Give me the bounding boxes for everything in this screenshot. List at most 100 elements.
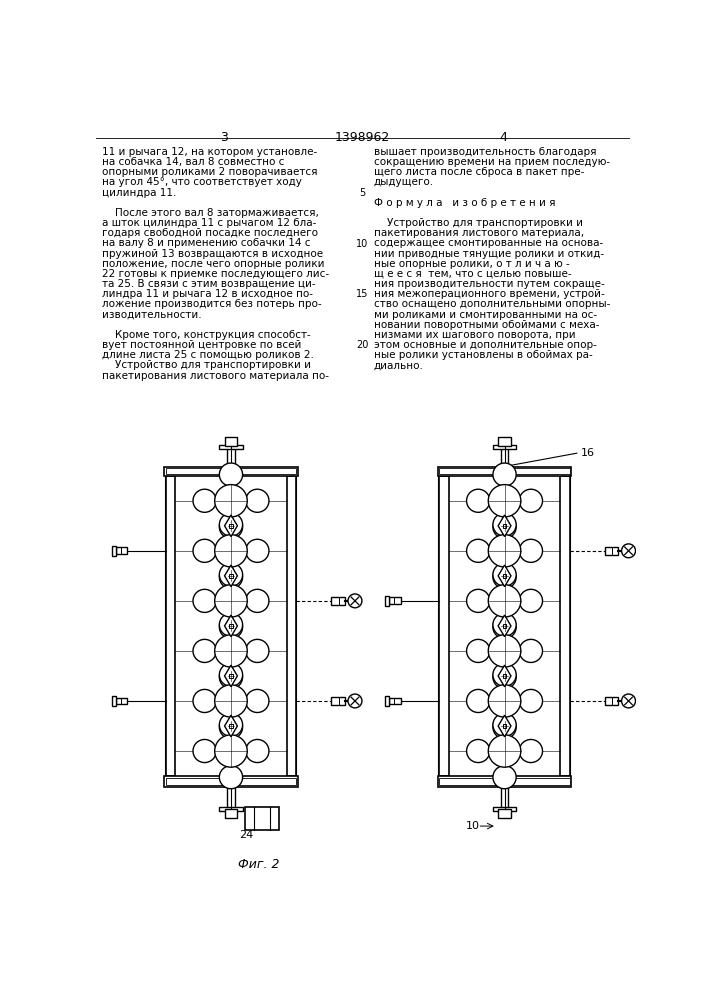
- Circle shape: [215, 735, 247, 767]
- Circle shape: [467, 589, 490, 612]
- Text: щ е е с я  тем, что с целью повыше-: щ е е с я тем, что с целью повыше-: [373, 269, 571, 279]
- Text: длине листа 25 с помощью роликов 2.: длине листа 25 с помощью роликов 2.: [102, 350, 313, 360]
- Circle shape: [467, 539, 490, 562]
- Bar: [440, 476, 449, 776]
- Bar: [561, 476, 570, 776]
- Text: содержащее смонтированные на основа-: содержащее смонтированные на основа-: [373, 238, 603, 248]
- Circle shape: [215, 585, 247, 617]
- Text: пружиной 13 возвращаются в исходное: пружиной 13 возвращаются в исходное: [102, 249, 322, 259]
- Bar: [229, 574, 233, 578]
- Bar: [164, 466, 298, 476]
- Circle shape: [219, 766, 243, 789]
- Circle shape: [219, 463, 243, 486]
- Text: Фиг. 2: Фиг. 2: [238, 858, 280, 871]
- Circle shape: [519, 639, 542, 662]
- Text: 15: 15: [356, 289, 368, 299]
- Bar: [229, 624, 233, 628]
- Circle shape: [489, 635, 521, 667]
- Bar: [438, 466, 571, 476]
- Circle shape: [215, 635, 247, 667]
- Bar: [227, 787, 235, 808]
- Circle shape: [219, 513, 243, 536]
- Bar: [219, 445, 243, 449]
- Circle shape: [219, 716, 243, 739]
- Text: 11 и рычага 12, на котором установле-: 11 и рычага 12, на котором установле-: [102, 147, 317, 157]
- Text: вышает производительность благодаря: вышает производительность благодаря: [373, 147, 596, 157]
- Bar: [227, 446, 235, 468]
- Circle shape: [489, 735, 521, 767]
- Text: ния межоперационного времени, устрой-: ния межоперационного времени, устрой-: [373, 289, 604, 299]
- Text: на угол 45°, что соответствует ходу: на угол 45°, что соответствует ходу: [102, 177, 301, 187]
- Circle shape: [493, 716, 516, 739]
- Circle shape: [467, 739, 490, 763]
- Circle shape: [467, 489, 490, 512]
- Text: нии приводные тянущие ролики и откид-: нии приводные тянущие ролики и откид-: [373, 249, 604, 259]
- Text: 5: 5: [359, 188, 365, 198]
- Text: 4: 4: [499, 131, 507, 144]
- Bar: [498, 809, 510, 818]
- Polygon shape: [225, 715, 238, 737]
- Circle shape: [215, 535, 247, 567]
- Text: 20: 20: [356, 340, 368, 350]
- Bar: [604, 697, 619, 705]
- Text: вует постоянной центровке по всей: вует постоянной центровке по всей: [102, 340, 301, 350]
- Circle shape: [519, 689, 542, 713]
- Text: пакетирования листового материала,: пакетирования листового материала,: [373, 228, 584, 238]
- Circle shape: [493, 515, 516, 538]
- Bar: [115, 698, 127, 704]
- Text: Устройство для транспортировки и: Устройство для транспортировки и: [102, 360, 310, 370]
- Circle shape: [219, 565, 243, 589]
- Circle shape: [493, 615, 516, 639]
- Text: ния производительности путем сокраще-: ния производительности путем сокраще-: [373, 279, 604, 289]
- Circle shape: [219, 663, 243, 686]
- Text: ные ролики установлены в обоймах ра-: ные ролики установлены в обоймах ра-: [373, 350, 592, 360]
- Bar: [166, 778, 296, 785]
- Text: положение, после чего опорные ролики: положение, после чего опорные ролики: [102, 259, 324, 269]
- Text: 22 готовы к приемке последующего лис-: 22 готовы к приемке последующего лис-: [102, 269, 329, 279]
- Circle shape: [489, 685, 521, 717]
- Bar: [164, 776, 298, 787]
- Text: После этого вал 8 затормаживается,: После этого вал 8 затормаживается,: [102, 208, 318, 218]
- Polygon shape: [225, 515, 238, 537]
- Polygon shape: [498, 565, 511, 587]
- Text: цилиндра 11.: цилиндра 11.: [102, 188, 176, 198]
- Circle shape: [493, 666, 516, 689]
- Text: диально.: диально.: [373, 360, 423, 370]
- Bar: [331, 597, 345, 605]
- Text: 3: 3: [220, 131, 228, 144]
- Bar: [115, 547, 127, 554]
- Circle shape: [219, 666, 243, 689]
- Circle shape: [193, 739, 216, 763]
- Circle shape: [246, 589, 269, 612]
- Text: изводительности.: изводительности.: [102, 310, 201, 320]
- Bar: [389, 698, 401, 704]
- Bar: [225, 437, 237, 446]
- Text: сокращению времени на прием последую-: сокращению времени на прием последую-: [373, 157, 609, 167]
- Circle shape: [493, 663, 516, 686]
- Circle shape: [219, 563, 243, 586]
- Circle shape: [215, 685, 247, 717]
- Text: 1398962: 1398962: [334, 131, 390, 144]
- Text: ные опорные ролики, о т л и ч а ю -: ные опорные ролики, о т л и ч а ю -: [373, 259, 569, 269]
- Bar: [331, 697, 345, 705]
- Bar: [112, 696, 115, 706]
- Circle shape: [621, 694, 636, 708]
- Circle shape: [493, 463, 516, 486]
- Bar: [501, 446, 508, 468]
- Text: дыдущего.: дыдущего.: [373, 177, 433, 187]
- Bar: [229, 674, 233, 678]
- Circle shape: [519, 539, 542, 562]
- Text: 10: 10: [466, 821, 480, 831]
- Bar: [229, 524, 233, 528]
- Bar: [385, 596, 389, 606]
- Circle shape: [246, 639, 269, 662]
- Bar: [493, 445, 516, 449]
- Circle shape: [493, 766, 516, 789]
- Polygon shape: [498, 715, 511, 737]
- Circle shape: [219, 615, 243, 639]
- Circle shape: [493, 563, 516, 586]
- Circle shape: [493, 713, 516, 736]
- Bar: [503, 624, 506, 628]
- Circle shape: [193, 539, 216, 562]
- Circle shape: [219, 515, 243, 538]
